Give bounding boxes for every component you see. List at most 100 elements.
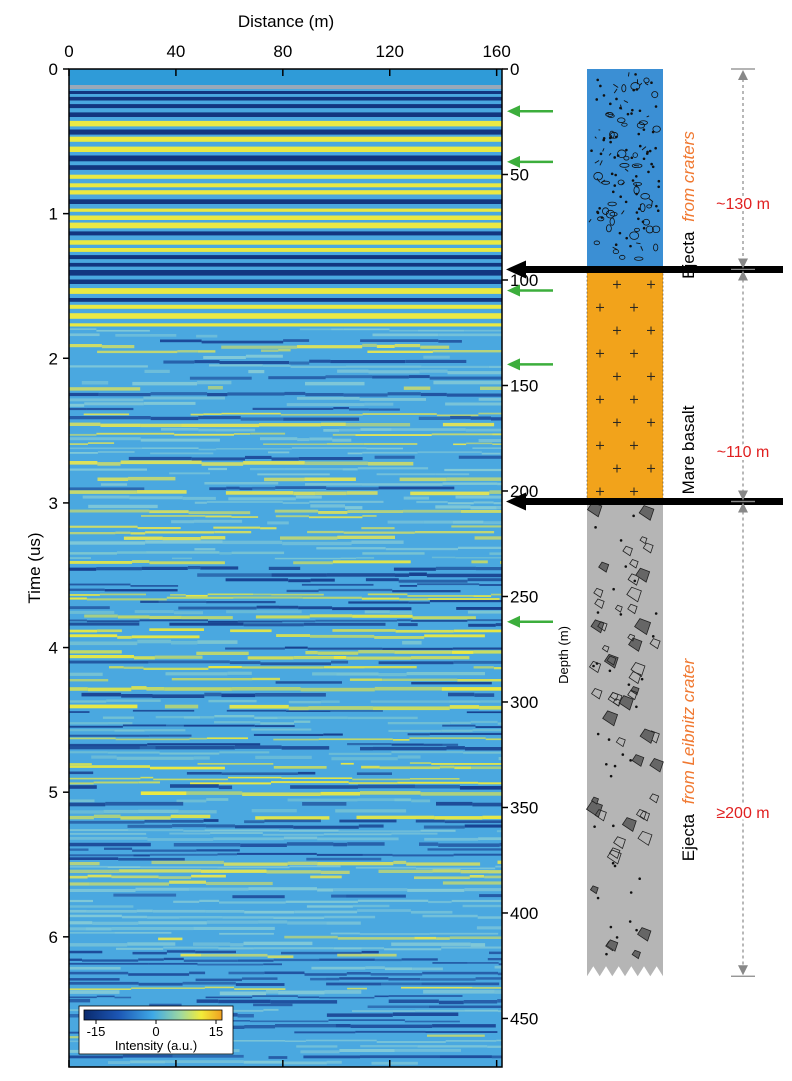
reflector-segment bbox=[69, 452, 98, 454]
reflector-segment bbox=[240, 843, 287, 847]
reflector-segment bbox=[347, 842, 385, 846]
right-tick-label: 200 bbox=[510, 482, 538, 501]
reflector-segment bbox=[128, 456, 192, 460]
reflector-segment bbox=[417, 583, 480, 586]
reflector-segment bbox=[453, 660, 502, 664]
reflector-segment bbox=[300, 687, 375, 692]
reflector-segment bbox=[453, 853, 502, 856]
clast-ring bbox=[651, 91, 659, 99]
reflector-segment bbox=[399, 477, 447, 482]
reflector-segment bbox=[150, 452, 214, 455]
reflector-band bbox=[69, 120, 502, 127]
reflector-segment bbox=[149, 734, 192, 737]
reflector-segment bbox=[286, 589, 319, 593]
reflector-segment bbox=[69, 729, 115, 732]
reflector-segment bbox=[498, 757, 502, 761]
reflector-segment bbox=[333, 842, 348, 847]
reflector-segment bbox=[222, 540, 283, 545]
reflector-segment bbox=[345, 506, 363, 510]
reflector-segment bbox=[273, 738, 319, 741]
reflector-segment bbox=[132, 849, 197, 852]
reflector-segment bbox=[69, 610, 115, 614]
reflector-segment bbox=[69, 854, 134, 857]
reflector-segment bbox=[264, 971, 305, 975]
reflector-segment bbox=[432, 350, 501, 353]
clast-dot bbox=[602, 94, 606, 97]
reflector-segment bbox=[218, 999, 271, 1004]
reflector-segment bbox=[318, 738, 393, 741]
reflector-segment bbox=[69, 914, 122, 918]
clast-ring bbox=[645, 225, 654, 234]
colorbar-tick-label-min: -15 bbox=[87, 1024, 106, 1039]
reflector-segment bbox=[401, 986, 473, 989]
reflector-segment bbox=[328, 752, 392, 755]
reflector-segment bbox=[464, 329, 502, 332]
reflector-segment bbox=[172, 557, 192, 560]
reflector-segment bbox=[376, 473, 436, 476]
reflector-segment bbox=[442, 422, 495, 427]
reflector-segment bbox=[360, 1055, 440, 1059]
reflector-segment bbox=[417, 329, 465, 332]
reflector-segment bbox=[86, 910, 137, 913]
reflector-segment bbox=[127, 824, 173, 828]
clast-line bbox=[613, 83, 619, 88]
reflector-segment bbox=[362, 515, 377, 517]
reflector-segment bbox=[352, 1010, 393, 1012]
top-tick-label: 160 bbox=[482, 42, 510, 61]
reflector-segment bbox=[216, 448, 292, 450]
reflector-segment bbox=[244, 910, 295, 914]
reflector-segment bbox=[258, 920, 288, 924]
reflector-segment bbox=[496, 506, 502, 510]
reflector-segment bbox=[415, 1009, 465, 1012]
reflector-segment bbox=[403, 496, 430, 500]
reflector-segment bbox=[115, 531, 131, 534]
reflector-segment bbox=[388, 999, 439, 1003]
reflector-segment bbox=[93, 814, 121, 818]
clast-line bbox=[594, 160, 600, 164]
reflector-segment bbox=[462, 904, 502, 908]
reflector-segment bbox=[91, 755, 117, 759]
reflector-segment bbox=[466, 442, 493, 445]
breccia-clast bbox=[629, 559, 639, 569]
clast-dot bbox=[629, 244, 632, 248]
reflector-segment bbox=[266, 870, 321, 874]
reflector-segment bbox=[302, 802, 347, 806]
left-tick-label: 0 bbox=[49, 60, 58, 79]
reflector-segment bbox=[375, 958, 402, 962]
reflector-segment bbox=[227, 671, 252, 675]
reflector-segment bbox=[336, 672, 379, 676]
reflector-segment bbox=[251, 809, 297, 813]
reflector-segment bbox=[213, 837, 284, 841]
breccia-dot bbox=[596, 611, 600, 614]
reflector-segment bbox=[355, 1030, 426, 1033]
clast-ring bbox=[593, 240, 600, 246]
reflector-segment bbox=[69, 931, 115, 934]
reflector-segment bbox=[235, 983, 285, 986]
reflector-segment bbox=[69, 641, 138, 646]
reflector-segment bbox=[135, 887, 190, 891]
reflector-segment bbox=[478, 439, 502, 442]
reflector-segment bbox=[140, 423, 182, 428]
clast-line bbox=[623, 100, 629, 103]
reflector-segment bbox=[228, 971, 265, 975]
reflector-segment bbox=[402, 640, 422, 645]
reflector-segment bbox=[69, 567, 97, 571]
reflector-segment bbox=[207, 393, 228, 397]
reflector-segment bbox=[219, 361, 289, 365]
reflector-segment bbox=[491, 1055, 502, 1059]
breccia-dot bbox=[611, 861, 615, 865]
right-axis-title: Depth (m) bbox=[556, 626, 571, 684]
reflector-segment bbox=[229, 661, 261, 665]
clast-dot bbox=[609, 140, 612, 144]
reflector-segment bbox=[463, 751, 501, 754]
reflector-segment bbox=[316, 853, 363, 856]
reflector-arrows bbox=[507, 105, 553, 628]
reflector-segment bbox=[286, 842, 334, 846]
reflector-segment bbox=[414, 876, 470, 880]
reflector-segment bbox=[69, 443, 88, 445]
reflector-segment bbox=[130, 532, 146, 535]
reflector-segment bbox=[207, 920, 259, 924]
reflector-segment bbox=[499, 842, 502, 847]
reflector-segment bbox=[420, 829, 456, 832]
reflector-segment bbox=[204, 829, 280, 832]
